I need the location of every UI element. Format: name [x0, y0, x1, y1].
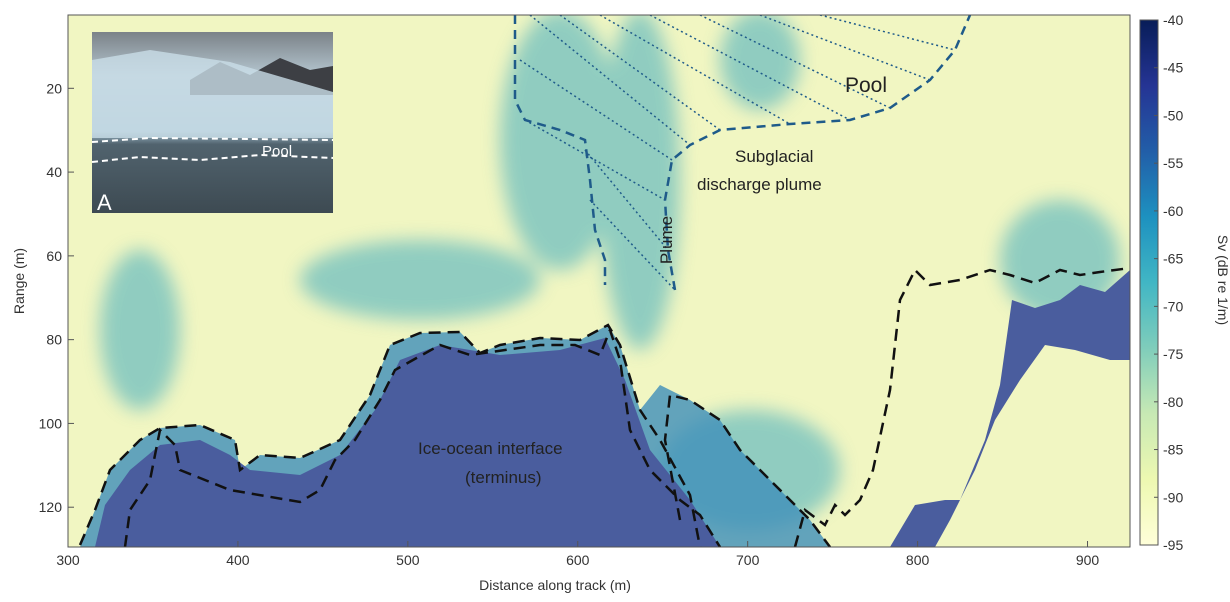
inset-photo: Pool A — [92, 32, 333, 215]
colorbar-tick-label: -55 — [1163, 155, 1183, 171]
annotation: (terminus) — [465, 468, 542, 487]
colorbar-tick-label: -45 — [1163, 60, 1183, 76]
x-tick-label: 800 — [906, 552, 930, 568]
y-tick-label: 40 — [46, 164, 62, 180]
y-tick-label: 80 — [46, 332, 62, 348]
x-tick-label: 900 — [1076, 552, 1100, 568]
x-tick-label: 500 — [396, 552, 420, 568]
y-tick-label: 100 — [39, 415, 63, 431]
annotation: Pool — [845, 74, 887, 97]
y-tick-label: 60 — [46, 248, 62, 264]
figure: Pool A Distance along track (m) Range (m… — [0, 0, 1230, 597]
colorbar-tick-label: -90 — [1163, 489, 1183, 505]
y-axis-label: Range (m) — [11, 248, 27, 314]
annotation: Ice-ocean interface — [418, 439, 563, 458]
colorbar-tick-label: -95 — [1163, 537, 1183, 553]
inset-label: Pool — [262, 143, 292, 160]
colorbar — [1140, 20, 1158, 545]
x-axis-label: Distance along track (m) — [479, 577, 631, 593]
x-tick-label: 300 — [56, 552, 80, 568]
colorbar-tick-label: -80 — [1163, 394, 1183, 410]
y-tick-label: 120 — [39, 499, 63, 515]
colorbar-tick-label: -50 — [1163, 107, 1183, 123]
x-tick-label: 700 — [736, 552, 760, 568]
x-tick-label: 600 — [566, 552, 590, 568]
y-tick-label: 20 — [46, 80, 62, 96]
x-tick-label: 400 — [226, 552, 250, 568]
panel-label: A — [97, 190, 112, 215]
colorbar-tick-label: -60 — [1163, 203, 1183, 219]
annotation: discharge plume — [697, 175, 822, 194]
colorbar-tick-label: -40 — [1163, 12, 1183, 28]
colorbar-label: Sv (dB re 1/m) — [1215, 235, 1230, 325]
annotation: Subglacial — [735, 147, 813, 166]
colorbar-tick-label: -85 — [1163, 442, 1183, 458]
colorbar-tick-label: -65 — [1163, 251, 1183, 267]
annotation: Plume — [657, 216, 676, 264]
colorbar-tick-label: -70 — [1163, 298, 1183, 314]
colorbar-tick-label: -75 — [1163, 346, 1183, 362]
